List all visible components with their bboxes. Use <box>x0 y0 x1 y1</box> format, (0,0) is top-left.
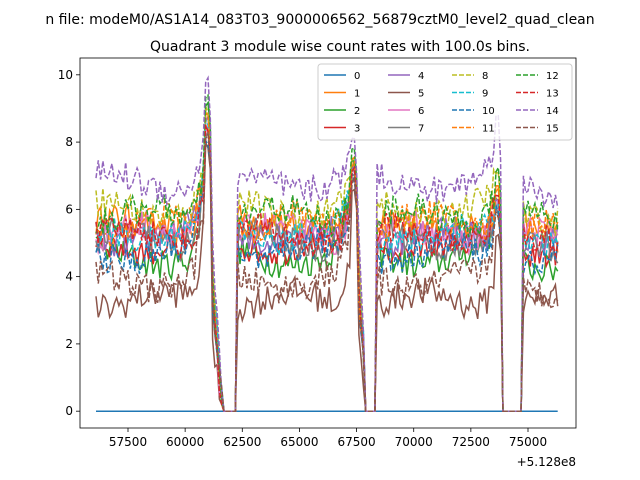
legend-label-14: 14 <box>546 106 559 117</box>
legend-label-0: 0 <box>354 71 360 82</box>
legend-label-3: 3 <box>354 124 360 135</box>
series-line-12 <box>95 93 559 412</box>
y-tick-label: 8 <box>65 135 73 149</box>
series-lines <box>95 75 559 412</box>
series-line-7 <box>95 129 559 412</box>
legend-label-8: 8 <box>482 71 488 82</box>
x-tick-label: 75000 <box>509 435 547 449</box>
series-line-14 <box>95 75 559 412</box>
x-tick-label: 62500 <box>223 435 261 449</box>
series-line-10 <box>95 138 559 412</box>
legend-label-13: 13 <box>546 89 559 100</box>
x-tick-label: 70000 <box>395 435 433 449</box>
x-offset-label: +5.128e8 <box>517 455 576 469</box>
legend-label-5: 5 <box>418 89 424 100</box>
chart-suptitle: n file: modeM0/AS1A14_083T03_9000006562_… <box>45 12 594 28</box>
legend-label-15: 15 <box>546 124 559 135</box>
legend-label-7: 7 <box>418 124 424 135</box>
x-axis: 57500 60000 62500 65000 67500 70000 72500 75000 <box>109 428 547 449</box>
chart-title: Quadrant 3 module wise count rates with … <box>150 39 530 55</box>
x-tick-label: 57500 <box>109 435 147 449</box>
plot-frame <box>79 57 577 429</box>
y-tick-label: 4 <box>65 270 73 284</box>
y-tick-label: 0 <box>65 404 73 418</box>
y-tick-label: 2 <box>65 337 73 351</box>
legend-box <box>317 63 573 141</box>
series-line-15 <box>95 131 559 412</box>
legend-label-11: 11 <box>482 124 495 135</box>
y-tick-label: 6 <box>65 202 73 216</box>
y-axis: 0 2 4 6 8 10 <box>58 68 80 418</box>
x-tick-label: 60000 <box>166 435 204 449</box>
legend-label-4: 4 <box>418 71 424 82</box>
x-tick-label: 65000 <box>280 435 318 449</box>
legend-label-12: 12 <box>546 71 559 82</box>
series-line-5 <box>95 142 559 412</box>
x-tick-label: 67500 <box>337 435 375 449</box>
legend-label-9: 9 <box>482 89 488 100</box>
x-tick-label: 72500 <box>452 435 490 449</box>
series-line-13 <box>95 124 559 412</box>
legend-label-1: 1 <box>354 89 360 100</box>
legend-label-2: 2 <box>354 106 360 117</box>
legend-label-10: 10 <box>482 106 495 117</box>
legend-label-6: 6 <box>418 106 424 117</box>
y-tick-label: 10 <box>58 68 73 82</box>
